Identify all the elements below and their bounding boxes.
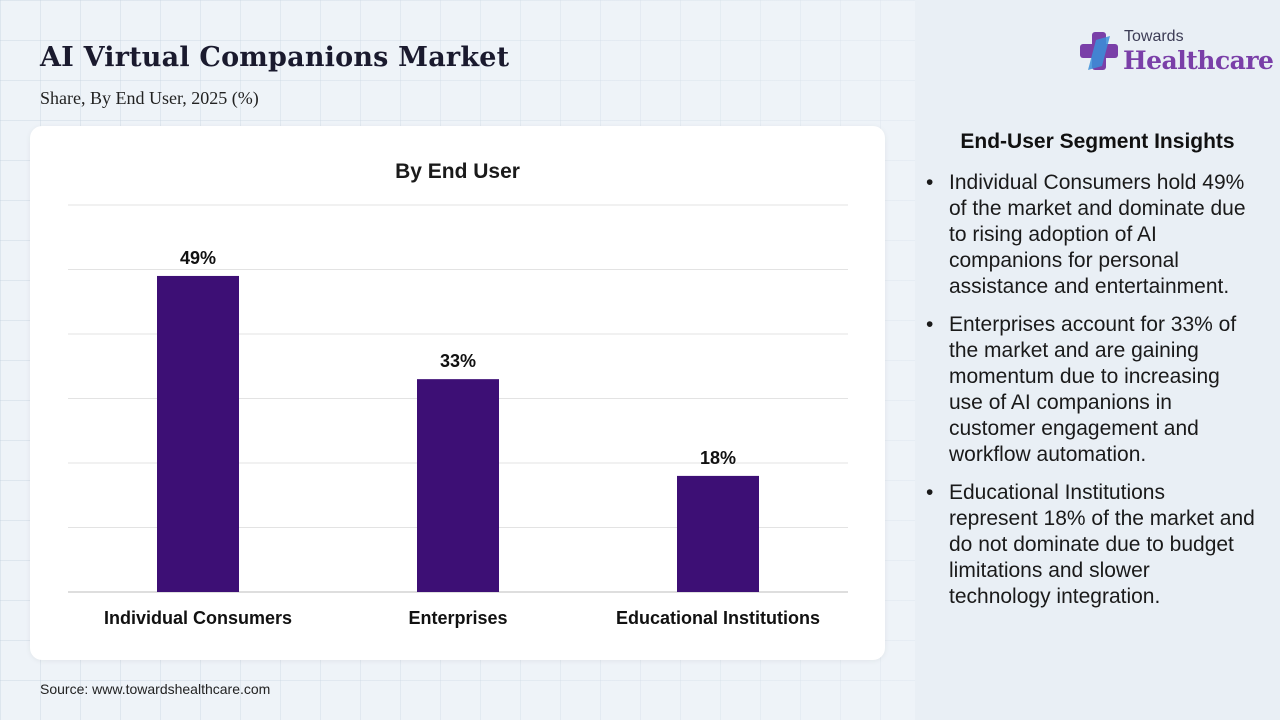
page-title: AI Virtual Companions Market: [40, 42, 510, 73]
logo-text-top: Towards: [1124, 28, 1184, 45]
category-tick-label: Individual Consumers: [104, 608, 292, 628]
bar: [417, 379, 499, 592]
data-label: 18%: [700, 448, 736, 468]
data-label: 49%: [180, 248, 216, 268]
logo-text-bottom: Healthcare: [1123, 46, 1274, 75]
insight-item: Enterprises account for 33% of the marke…: [926, 312, 1256, 468]
category-tick-label: Educational Institutions: [616, 608, 820, 628]
bar: [677, 475, 759, 592]
data-label: 33%: [440, 351, 476, 371]
page-subtitle: Share, By End User, 2025 (%): [40, 88, 259, 108]
insights-title: End-User Segment Insights: [960, 130, 1235, 153]
chart-title: By End User: [395, 160, 520, 183]
source-note: Source: www.towardshealthcare.com: [40, 681, 271, 697]
chart-card: By End User 49% Individual Consumers 33% En…: [30, 126, 885, 660]
insights-list: Individual Consumers hold 49% of the mar…: [926, 170, 1256, 622]
brand-logo: Towards Healthcare: [1080, 28, 1274, 80]
cross-plus-icon: [1080, 32, 1118, 70]
insight-item: Individual Consumers hold 49% of the mar…: [926, 170, 1256, 300]
bar: [157, 275, 239, 592]
insight-item: Educational Institutions represent 18% o…: [926, 480, 1256, 610]
category-tick-label: Enterprises: [408, 608, 507, 628]
bar-chart: 49% Individual Consumers 33% Enterprises 18%…: [68, 204, 848, 628]
